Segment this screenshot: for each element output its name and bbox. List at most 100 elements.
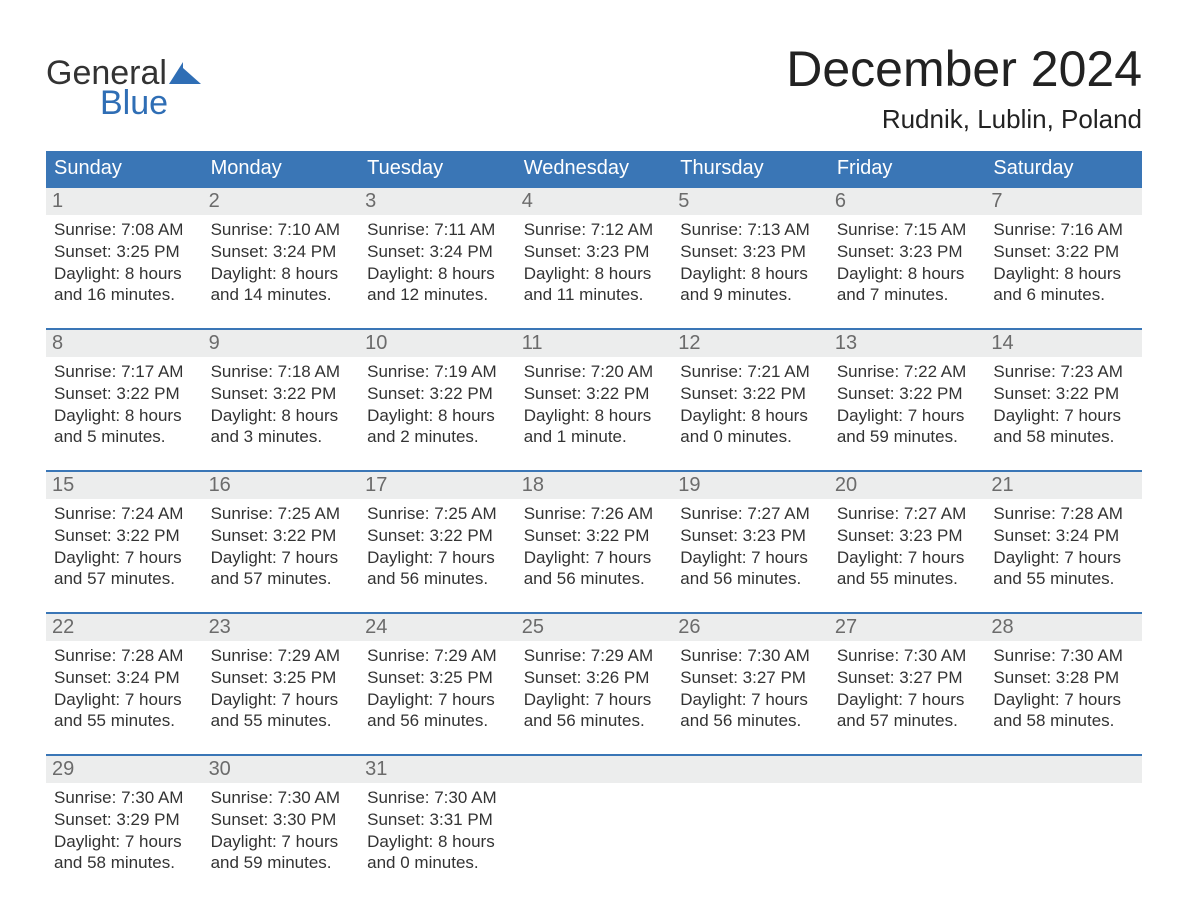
daylight-text-2: and 2 minutes.: [367, 426, 508, 448]
daylight-text-1: Daylight: 8 hours: [837, 263, 978, 285]
day-number: 15: [46, 472, 203, 499]
sunset-text: Sunset: 3:23 PM: [680, 241, 821, 263]
sunrise-text: Sunrise: 7:25 AM: [211, 503, 352, 525]
daylight-text-1: Daylight: 7 hours: [211, 547, 352, 569]
sunrise-text: Sunrise: 7:30 AM: [211, 787, 352, 809]
weekday-thursday: Thursday: [672, 151, 829, 188]
sunset-text: Sunset: 3:27 PM: [837, 667, 978, 689]
sunrise-text: Sunrise: 7:27 AM: [680, 503, 821, 525]
sunset-text: Sunset: 3:30 PM: [211, 809, 352, 831]
sunrise-text: Sunrise: 7:30 AM: [367, 787, 508, 809]
daylight-text-1: Daylight: 8 hours: [524, 263, 665, 285]
sunrise-text: Sunrise: 7:30 AM: [680, 645, 821, 667]
day-number: 14: [985, 330, 1142, 357]
sunrise-text: Sunrise: 7:16 AM: [993, 219, 1134, 241]
day-cell: Sunrise: 7:27 AMSunset: 3:23 PMDaylight:…: [829, 499, 986, 598]
weekday-friday: Friday: [829, 151, 986, 188]
sunrise-text: Sunrise: 7:27 AM: [837, 503, 978, 525]
daylight-text-1: Daylight: 7 hours: [211, 831, 352, 853]
sunrise-text: Sunrise: 7:30 AM: [993, 645, 1134, 667]
daylight-text-1: Daylight: 8 hours: [211, 405, 352, 427]
day-number: 4: [516, 188, 673, 215]
sunrise-text: Sunrise: 7:21 AM: [680, 361, 821, 383]
calendar: Sunday Monday Tuesday Wednesday Thursday…: [46, 151, 1142, 882]
day-cell: [672, 783, 829, 882]
day-cell: Sunrise: 7:28 AMSunset: 3:24 PMDaylight:…: [985, 499, 1142, 598]
day-number: 31: [359, 756, 516, 783]
weekday-header-row: Sunday Monday Tuesday Wednesday Thursday…: [46, 151, 1142, 188]
day-number: 12: [672, 330, 829, 357]
sunrise-text: Sunrise: 7:10 AM: [211, 219, 352, 241]
sunrise-text: Sunrise: 7:25 AM: [367, 503, 508, 525]
day-number: [672, 756, 829, 783]
daylight-text-1: Daylight: 7 hours: [993, 689, 1134, 711]
day-number: 26: [672, 614, 829, 641]
sunset-text: Sunset: 3:23 PM: [524, 241, 665, 263]
sunset-text: Sunset: 3:22 PM: [837, 383, 978, 405]
day-number: 10: [359, 330, 516, 357]
sunrise-text: Sunrise: 7:29 AM: [367, 645, 508, 667]
daylight-text-1: Daylight: 7 hours: [524, 547, 665, 569]
daylight-text-1: Daylight: 7 hours: [837, 405, 978, 427]
sunset-text: Sunset: 3:22 PM: [993, 241, 1134, 263]
day-number: 27: [829, 614, 986, 641]
day-cell: Sunrise: 7:30 AMSunset: 3:30 PMDaylight:…: [203, 783, 360, 882]
daylight-text-2: and 56 minutes.: [524, 568, 665, 590]
weeks-container: 1234567Sunrise: 7:08 AMSunset: 3:25 PMDa…: [46, 188, 1142, 882]
day-cell: Sunrise: 7:30 AMSunset: 3:27 PMDaylight:…: [672, 641, 829, 740]
day-cell: Sunrise: 7:29 AMSunset: 3:25 PMDaylight:…: [203, 641, 360, 740]
sunset-text: Sunset: 3:28 PM: [993, 667, 1134, 689]
daylight-text-2: and 12 minutes.: [367, 284, 508, 306]
sunrise-text: Sunrise: 7:15 AM: [837, 219, 978, 241]
daylight-text-2: and 0 minutes.: [680, 426, 821, 448]
day-number: 13: [829, 330, 986, 357]
sunrise-text: Sunrise: 7:08 AM: [54, 219, 195, 241]
daylight-text-2: and 7 minutes.: [837, 284, 978, 306]
sunrise-text: Sunrise: 7:29 AM: [524, 645, 665, 667]
sunset-text: Sunset: 3:22 PM: [54, 383, 195, 405]
daylight-text-2: and 9 minutes.: [680, 284, 821, 306]
week-row: 891011121314Sunrise: 7:17 AMSunset: 3:22…: [46, 328, 1142, 456]
day-cell: Sunrise: 7:23 AMSunset: 3:22 PMDaylight:…: [985, 357, 1142, 456]
sunset-text: Sunset: 3:23 PM: [680, 525, 821, 547]
sunset-text: Sunset: 3:23 PM: [837, 525, 978, 547]
day-cell: Sunrise: 7:18 AMSunset: 3:22 PMDaylight:…: [203, 357, 360, 456]
daylight-text-1: Daylight: 7 hours: [524, 689, 665, 711]
daylight-text-1: Daylight: 8 hours: [680, 405, 821, 427]
day-cell: Sunrise: 7:22 AMSunset: 3:22 PMDaylight:…: [829, 357, 986, 456]
daylight-text-2: and 58 minutes.: [54, 852, 195, 874]
day-number: 29: [46, 756, 203, 783]
sunset-text: Sunset: 3:25 PM: [211, 667, 352, 689]
daylight-text-1: Daylight: 7 hours: [837, 689, 978, 711]
sunset-text: Sunset: 3:22 PM: [680, 383, 821, 405]
day-number: [829, 756, 986, 783]
day-number: 17: [359, 472, 516, 499]
sunset-text: Sunset: 3:22 PM: [993, 383, 1134, 405]
daylight-text-1: Daylight: 8 hours: [211, 263, 352, 285]
daylight-text-2: and 59 minutes.: [837, 426, 978, 448]
day-cell: Sunrise: 7:26 AMSunset: 3:22 PMDaylight:…: [516, 499, 673, 598]
day-number: 11: [516, 330, 673, 357]
daylight-text-1: Daylight: 8 hours: [993, 263, 1134, 285]
sunset-text: Sunset: 3:22 PM: [54, 525, 195, 547]
day-number: 21: [985, 472, 1142, 499]
day-cell: Sunrise: 7:29 AMSunset: 3:25 PMDaylight:…: [359, 641, 516, 740]
sunset-text: Sunset: 3:31 PM: [367, 809, 508, 831]
daylight-text-2: and 55 minutes.: [837, 568, 978, 590]
daylight-text-2: and 56 minutes.: [524, 710, 665, 732]
daylight-text-1: Daylight: 7 hours: [54, 689, 195, 711]
daylight-text-1: Daylight: 7 hours: [54, 547, 195, 569]
daylight-text-2: and 56 minutes.: [680, 568, 821, 590]
day-number: 19: [672, 472, 829, 499]
page: General Blue December 2024 Rudnik, Lubli…: [0, 0, 1188, 918]
sunset-text: Sunset: 3:22 PM: [367, 383, 508, 405]
sunset-text: Sunset: 3:24 PM: [54, 667, 195, 689]
day-cell: Sunrise: 7:29 AMSunset: 3:26 PMDaylight:…: [516, 641, 673, 740]
sunrise-text: Sunrise: 7:13 AM: [680, 219, 821, 241]
daylight-text-2: and 56 minutes.: [680, 710, 821, 732]
daylight-text-1: Daylight: 7 hours: [993, 405, 1134, 427]
day-cell: Sunrise: 7:15 AMSunset: 3:23 PMDaylight:…: [829, 215, 986, 314]
week-row: 15161718192021Sunrise: 7:24 AMSunset: 3:…: [46, 470, 1142, 598]
weekday-saturday: Saturday: [985, 151, 1142, 188]
day-number: 20: [829, 472, 986, 499]
